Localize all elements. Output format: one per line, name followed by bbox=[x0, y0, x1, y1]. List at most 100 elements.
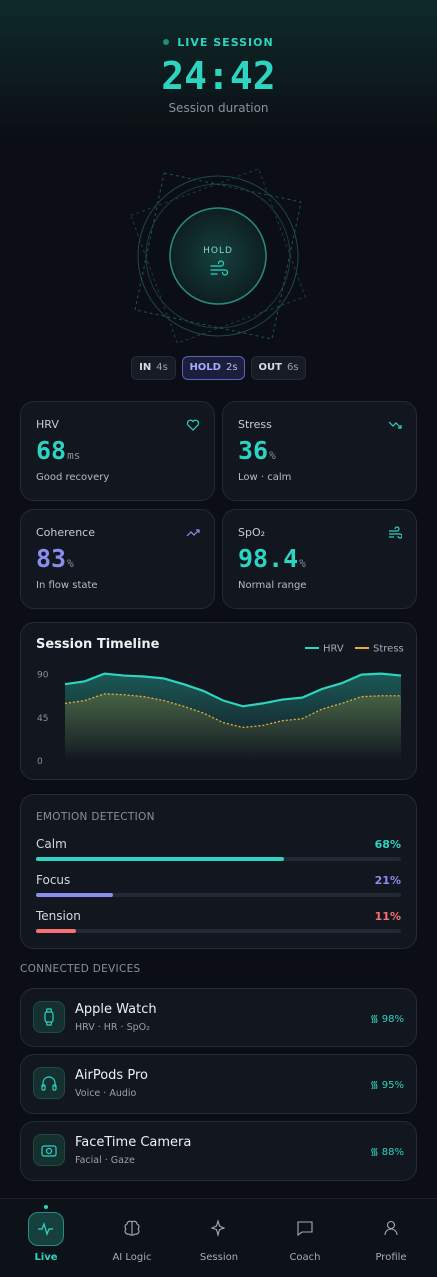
metric-note: Normal range bbox=[238, 580, 307, 591]
header-glow bbox=[0, 0, 437, 140]
metric-note: In flow state bbox=[36, 580, 98, 591]
status-text: LIVE SESSION bbox=[177, 36, 274, 49]
device-detail: Voice · Audio bbox=[75, 1088, 137, 1099]
legend-label: Stress bbox=[373, 644, 404, 655]
phase-name: OUT bbox=[258, 362, 282, 373]
device-signal: ᯾ 95% bbox=[370, 1080, 404, 1091]
metric-label: Coherence bbox=[36, 526, 95, 539]
metric-value: 36% bbox=[238, 436, 276, 465]
emotion-name: Calm bbox=[36, 837, 67, 851]
chart-title: Session Timeline bbox=[36, 637, 160, 652]
signal-value: 98% bbox=[381, 1014, 404, 1025]
ring bbox=[137, 175, 299, 337]
bar-track bbox=[36, 893, 401, 897]
timeline-card: Session Timeline 90 45 0 HRV Stress bbox=[20, 622, 417, 780]
metric-card[interactable]: HRV 68ms Good recovery bbox=[20, 401, 215, 501]
trend-up-icon bbox=[186, 529, 200, 537]
timeline-chart: Session Timeline 90 45 0 HRV Stress bbox=[36, 637, 404, 767]
wind-icon bbox=[210, 260, 229, 276]
tab-label: Profile bbox=[375, 1252, 407, 1263]
bar bbox=[36, 929, 77, 933]
device-card[interactable]: FaceTime Camera Facial · Gaze ᯾ 88% bbox=[20, 1121, 417, 1181]
bar bbox=[36, 857, 285, 861]
bar bbox=[36, 893, 113, 897]
device-signal: ᯾ 98% bbox=[370, 1014, 404, 1025]
phase-duration: 4s bbox=[156, 362, 168, 373]
emotion-value: 11% bbox=[374, 910, 401, 923]
core bbox=[169, 207, 267, 305]
headphones-icon bbox=[41, 1076, 57, 1091]
emotion-card: EMOTION DETECTION Calm 68% Focus 21% Tension… bbox=[20, 794, 417, 949]
metric-label: HRV bbox=[36, 418, 59, 431]
tab-label: Live bbox=[34, 1252, 58, 1263]
session-caption: Session duration bbox=[168, 101, 269, 115]
legend-label: HRV bbox=[323, 644, 344, 655]
metric-value: 68ms bbox=[36, 436, 80, 465]
y-tick-label: 0 bbox=[37, 757, 43, 767]
pulse-icon bbox=[38, 1222, 53, 1236]
metric-number: 98.4 bbox=[238, 544, 299, 573]
metric-card[interactable]: SpO₂ 98.4% Normal range bbox=[222, 509, 417, 609]
device-signal: ᯾ 88% bbox=[370, 1147, 404, 1158]
phase-pill: HOLD 2s bbox=[182, 356, 245, 380]
camera-icon bbox=[41, 1145, 57, 1157]
sparkle-icon bbox=[210, 1219, 226, 1238]
phase-pill: OUT 6s bbox=[251, 356, 306, 380]
metric-value: 98.4% bbox=[238, 544, 306, 573]
y-tick-label: 45 bbox=[37, 714, 48, 724]
section-title: EMOTION DETECTION bbox=[36, 811, 155, 823]
device-name: FaceTime Camera bbox=[75, 1135, 192, 1150]
metric-card[interactable]: Stress 36% Low · calm bbox=[222, 401, 417, 501]
metric-number: 68 bbox=[36, 436, 67, 465]
watch-icon bbox=[44, 1008, 54, 1026]
area bbox=[65, 693, 401, 761]
tab-bar bbox=[0, 1198, 437, 1277]
device-name: AirPods Pro bbox=[75, 1068, 148, 1083]
metric-label: SpO₂ bbox=[238, 526, 266, 539]
phase-pill: IN 4s bbox=[131, 356, 176, 380]
metric-number: 83 bbox=[36, 544, 67, 573]
chat-icon bbox=[297, 1221, 313, 1237]
line bbox=[64, 693, 401, 729]
session-time: 24:42 bbox=[161, 54, 276, 98]
signal-value: 88% bbox=[381, 1147, 404, 1158]
trend-down-icon bbox=[388, 421, 402, 429]
metric-card[interactable]: Coherence 83% In flow state bbox=[20, 509, 215, 609]
emotion-name: Focus bbox=[36, 873, 71, 887]
metric-unit: ms bbox=[67, 449, 81, 462]
line bbox=[64, 672, 402, 708]
device-card[interactable]: Apple Watch HRV · HR · SpO₂ ᯾ 98% bbox=[20, 988, 417, 1047]
device-detail: Facial · Gaze bbox=[75, 1155, 135, 1166]
metric-unit: % bbox=[299, 557, 306, 570]
phase-name: IN bbox=[139, 362, 152, 373]
active-dot bbox=[44, 1205, 48, 1209]
phase-duration: 6s bbox=[286, 362, 299, 373]
tab-label: Session bbox=[199, 1252, 239, 1263]
device-icon bbox=[33, 1067, 65, 1099]
metric-unit: % bbox=[269, 449, 276, 462]
breath-visual: HOLD bbox=[130, 168, 306, 344]
y-tick-label: 90 bbox=[37, 671, 49, 681]
status-dot bbox=[163, 39, 170, 45]
emotion-name: Tension bbox=[36, 909, 81, 923]
phase-duration: 2s bbox=[225, 362, 238, 373]
brain-icon bbox=[124, 1220, 140, 1236]
metric-unit: % bbox=[67, 557, 74, 570]
device-icon bbox=[33, 1134, 65, 1166]
square bbox=[130, 168, 306, 344]
phase-name: HOLD bbox=[189, 362, 221, 373]
metric-note: Good recovery bbox=[36, 472, 110, 483]
bar-track bbox=[36, 857, 401, 861]
user-icon bbox=[384, 1220, 398, 1236]
device-icon bbox=[33, 1001, 65, 1033]
section-title: CONNECTED DEVICES bbox=[20, 963, 141, 975]
metric-value: 83% bbox=[36, 544, 74, 573]
emotion-value: 68% bbox=[374, 838, 401, 851]
tab-label: AI Logic bbox=[112, 1252, 152, 1263]
emotion-value: 21% bbox=[374, 874, 401, 887]
tab-icon-bg bbox=[28, 1212, 64, 1246]
bar-track bbox=[36, 929, 401, 933]
device-card[interactable]: AirPods Pro Voice · Audio ᯾ 95% bbox=[20, 1054, 417, 1114]
